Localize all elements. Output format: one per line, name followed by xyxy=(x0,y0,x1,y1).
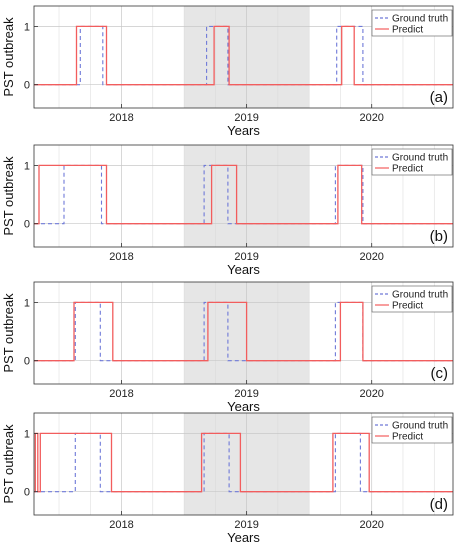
plot-frame xyxy=(33,281,454,385)
panel-4: 2018 2019 2020 0 1 Years PST outbreak (d) Ground… xyxy=(1,412,454,545)
panel-label: (c) xyxy=(431,365,449,382)
legend-box xyxy=(371,148,453,176)
y-tick-label: 0 xyxy=(24,356,30,368)
x-tick-label: 2020 xyxy=(359,519,383,531)
legend-label: Predict xyxy=(392,301,423,312)
legend-box xyxy=(371,285,453,313)
x-tick-label: 2018 xyxy=(109,519,133,531)
legend-box xyxy=(371,416,453,444)
panel-label: (b) xyxy=(430,228,448,245)
legend-label: Predict xyxy=(392,164,423,175)
y-axis-label: PST outbreak xyxy=(1,293,16,373)
x-axis-label: Years xyxy=(227,399,260,414)
series-line-predict xyxy=(34,25,453,86)
x-tick-label: 2020 xyxy=(359,251,383,263)
x-tick-label: 2020 xyxy=(359,112,383,124)
x-tick-label: 2018 xyxy=(109,251,133,263)
x-tick-label: 2020 xyxy=(359,388,383,400)
x-tick-label: 2018 xyxy=(109,388,133,400)
y-axis-label: PST outbreak xyxy=(1,156,16,236)
y-tick-label: 0 xyxy=(24,219,30,231)
legend-label: Ground truth xyxy=(392,153,448,164)
panel-3: 2018 2019 2020 0 1 Years PST outbreak (c) Ground… xyxy=(1,281,454,414)
y-axis-label: PST outbreak xyxy=(1,424,16,504)
x-tick-label: 2019 xyxy=(234,388,258,400)
y-axis-label: PST outbreak xyxy=(1,17,16,97)
panel-1: 2018 2019 2020 0 1 Years PST outbreak (a) Ground… xyxy=(1,5,454,138)
x-tick-label: 2019 xyxy=(234,112,258,124)
series-line-predict xyxy=(34,301,453,362)
x-tick-label: 2019 xyxy=(234,251,258,263)
panel-label: (d) xyxy=(430,496,448,513)
x-axis-label: Years xyxy=(227,530,260,545)
plot-frame xyxy=(33,412,454,516)
y-tick-label: 1 xyxy=(24,297,30,309)
legend-label: Ground truth xyxy=(392,14,448,25)
legend-label: Predict xyxy=(392,432,423,443)
y-tick-label: 1 xyxy=(24,428,30,440)
panel-2: 2018 2019 2020 0 1 Years PST outbreak (b) Ground… xyxy=(1,144,454,277)
x-tick-label: 2019 xyxy=(234,519,258,531)
y-tick-label: 0 xyxy=(24,487,30,499)
series-line-predict xyxy=(34,164,453,225)
y-tick-label: 1 xyxy=(24,160,30,172)
x-tick-label: 2018 xyxy=(109,112,133,124)
y-tick-label: 1 xyxy=(24,21,30,33)
legend-label: Predict xyxy=(392,25,423,36)
legend-label: Ground truth xyxy=(392,290,448,301)
x-axis-label: Years xyxy=(227,123,260,138)
y-tick-label: 0 xyxy=(24,80,30,92)
plot-frame xyxy=(33,5,454,109)
panel-label: (a) xyxy=(430,89,448,106)
plot-frame xyxy=(33,144,454,248)
legend-label: Ground truth xyxy=(392,421,448,432)
x-axis-label: Years xyxy=(227,262,260,277)
legend-box xyxy=(371,9,453,37)
